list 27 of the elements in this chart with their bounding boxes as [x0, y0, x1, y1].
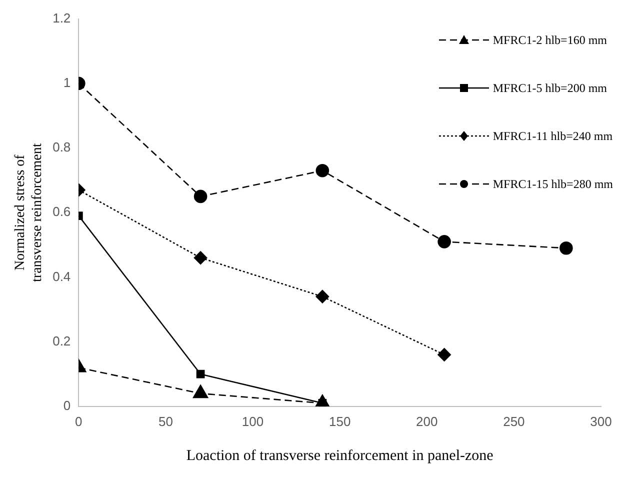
- legend-label: MFRC1-11 hlb=240 mm: [492, 128, 613, 144]
- y-tick-label: 0.2: [52, 333, 71, 348]
- point: [438, 235, 451, 248]
- y-tick-label: 1: [63, 74, 71, 90]
- x-axis-title: Loaction of transverse reinforcement in panel-zone: [186, 448, 494, 464]
- point: [316, 164, 330, 178]
- legend-label: MFRC1-15 hlb=280 mm: [492, 176, 613, 192]
- y-tick-label: 1.2: [52, 10, 71, 26]
- x-tick-label: 200: [416, 414, 438, 429]
- y-tick-label: 0.6: [52, 204, 71, 220]
- x-tick-label: 50: [158, 414, 173, 429]
- x-tick-label: 100: [242, 414, 264, 429]
- point: [194, 251, 208, 264]
- point: [560, 241, 573, 255]
- y-axis-title: Normalized stress of transverse reinforcement: [13, 143, 45, 282]
- point: [316, 290, 330, 304]
- legend-label: MFRC1-2 hlb=160 mm: [492, 32, 607, 48]
- x-tick-label: 300: [590, 414, 612, 429]
- y-tick-label: 0: [63, 398, 71, 413]
- y-tick-label: 0.8: [52, 140, 71, 155]
- point: [194, 190, 208, 204]
- legend-label: MFRC1-5 hlb=200 mm: [492, 80, 607, 96]
- x-tick-label: 150: [328, 414, 351, 429]
- x-tick-label: 0: [75, 414, 82, 429]
- x-tick-label: 250: [503, 414, 525, 429]
- point: [438, 348, 451, 362]
- y-tick-label: 0.4: [52, 268, 71, 284]
